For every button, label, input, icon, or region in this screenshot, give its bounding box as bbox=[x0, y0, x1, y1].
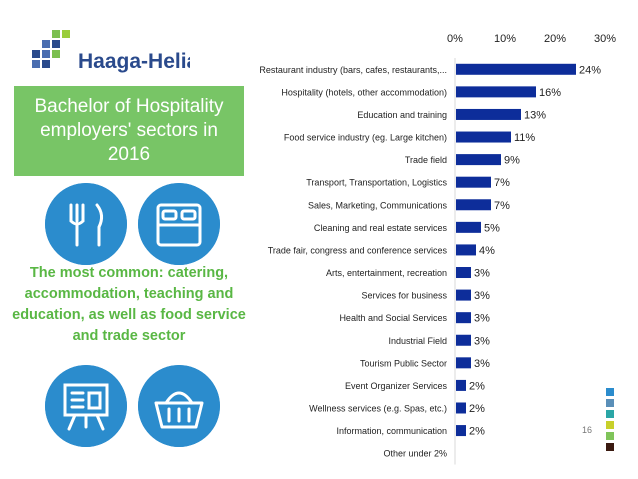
color-square bbox=[606, 410, 614, 418]
category-label: Sales, Marketing, Communications bbox=[308, 200, 448, 210]
value-label: 3% bbox=[474, 290, 490, 302]
bar bbox=[456, 357, 471, 369]
category-label: Services for business bbox=[361, 291, 447, 301]
bar bbox=[456, 108, 521, 120]
bar bbox=[456, 244, 476, 256]
x-tick-label: 30% bbox=[594, 33, 616, 45]
category-label: Health and Social Services bbox=[339, 313, 447, 323]
color-square bbox=[606, 443, 614, 451]
bar bbox=[456, 425, 466, 437]
value-label: 3% bbox=[474, 358, 490, 370]
color-square bbox=[606, 388, 614, 396]
bed-icon bbox=[138, 183, 220, 265]
bar bbox=[456, 199, 491, 211]
category-label: Food service industry (eg. Large kitchen… bbox=[284, 133, 447, 143]
category-label: Tourism Public Sector bbox=[360, 358, 447, 368]
logo-text: Haaga-Helia bbox=[78, 50, 190, 73]
bar bbox=[456, 176, 491, 188]
value-label: 3% bbox=[474, 268, 490, 280]
category-label: Arts, entertainment, recreation bbox=[326, 268, 447, 278]
value-label: 2% bbox=[469, 426, 485, 438]
bar bbox=[456, 221, 481, 233]
presentation-board-icon bbox=[45, 365, 127, 447]
shopping-basket-icon bbox=[138, 365, 220, 447]
value-label: 2% bbox=[469, 403, 485, 415]
bar bbox=[456, 131, 511, 143]
color-square bbox=[606, 421, 614, 429]
category-label: Event Organizer Services bbox=[345, 381, 448, 391]
value-label: 5% bbox=[484, 222, 500, 234]
category-label: Education and training bbox=[357, 110, 447, 120]
cutlery-icon bbox=[45, 183, 127, 265]
value-label: 3% bbox=[474, 335, 490, 347]
x-tick-label: 10% bbox=[494, 33, 516, 45]
value-label: 24% bbox=[579, 64, 601, 76]
slide-title: Bachelor of Hospitality employers' secto… bbox=[14, 86, 244, 176]
value-label: 2% bbox=[469, 380, 485, 392]
value-label: 4% bbox=[479, 245, 495, 257]
bar bbox=[456, 334, 471, 346]
category-label: Other under 2% bbox=[383, 449, 447, 459]
value-label: 3% bbox=[474, 313, 490, 325]
category-label: Trade field bbox=[405, 155, 447, 165]
category-label: Hospitality (hotels, other accommodation… bbox=[281, 87, 447, 97]
bar bbox=[456, 267, 471, 279]
color-square bbox=[606, 399, 614, 407]
category-label: Cleaning and real estate services bbox=[314, 223, 448, 233]
category-label: Trade fair, congress and conference serv… bbox=[268, 245, 448, 255]
category-label: Industrial Field bbox=[388, 336, 447, 346]
bar bbox=[456, 379, 466, 391]
x-tick-label: 0% bbox=[447, 33, 463, 45]
x-tick-label: 20% bbox=[544, 33, 566, 45]
bar bbox=[456, 154, 501, 166]
category-label: Wellness services (e.g. Spas, etc.) bbox=[309, 403, 447, 413]
value-label: 13% bbox=[524, 109, 546, 121]
value-label: 16% bbox=[539, 87, 561, 99]
bar bbox=[456, 402, 466, 414]
haaga-helia-logo: Haaga-Helia bbox=[32, 30, 190, 73]
value-label: 7% bbox=[494, 200, 510, 212]
value-label: 11% bbox=[514, 132, 535, 144]
bar bbox=[456, 312, 471, 324]
bar bbox=[456, 289, 471, 301]
category-label: Transport, Transportation, Logistics bbox=[306, 178, 447, 188]
bar bbox=[456, 86, 536, 98]
category-label: Information, communication bbox=[336, 426, 447, 436]
color-square bbox=[606, 432, 614, 440]
value-label: 9% bbox=[504, 155, 520, 167]
category-label: Restaurant industry (bars, cafes, restau… bbox=[259, 65, 447, 75]
value-label: 7% bbox=[494, 177, 510, 189]
page-number: 16 bbox=[582, 425, 593, 435]
summary-text: The most common: catering, accommodation… bbox=[12, 265, 246, 344]
bar bbox=[456, 63, 576, 75]
